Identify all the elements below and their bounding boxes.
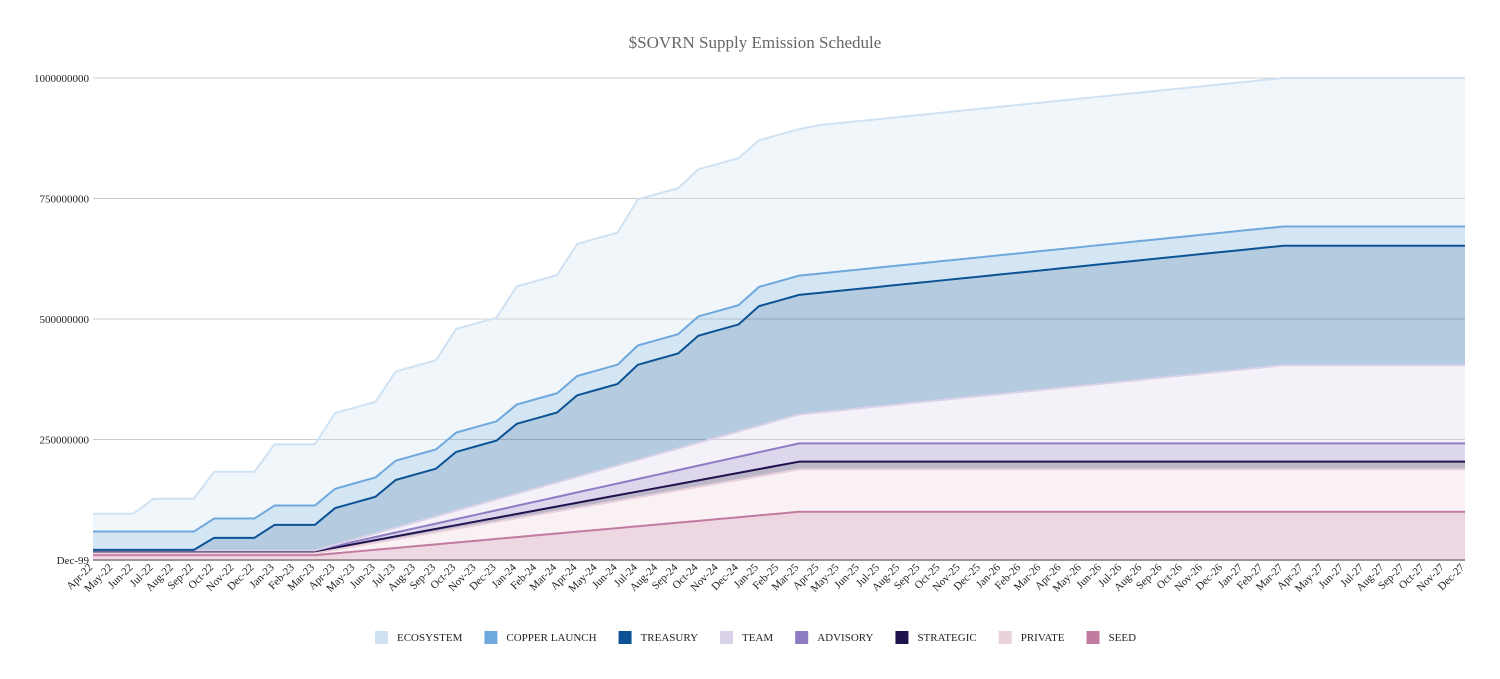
legend-swatch xyxy=(1086,631,1100,644)
y-tick-label: 750000000 xyxy=(40,194,90,206)
area-fill xyxy=(93,365,1465,551)
series-line xyxy=(93,460,1465,553)
area-fill xyxy=(93,461,1465,554)
area-fill xyxy=(93,469,1465,556)
series-line xyxy=(93,364,1465,552)
area-fill xyxy=(93,78,1465,532)
legend: ECOSYSTEM COPPER LAUNCH TREASURY TEAM ADVISO… xyxy=(375,631,1136,644)
legend-label: PRIVATE xyxy=(1021,632,1065,644)
legend-swatch xyxy=(998,631,1012,644)
legend-swatch xyxy=(618,631,632,644)
series-line xyxy=(93,244,1465,551)
legend-label: ADVISORY xyxy=(817,632,873,644)
series-line xyxy=(93,510,1465,557)
y-tick-label: Dec-99 xyxy=(57,555,90,567)
legend-label: TEAM xyxy=(742,632,773,644)
area-fill xyxy=(93,226,1465,550)
legend-label: COPPER LAUNCH xyxy=(506,632,596,644)
legend-swatch xyxy=(895,631,909,644)
chart-title: $SOVRN Supply Emission Schedule xyxy=(629,33,882,52)
area-fill xyxy=(93,245,1465,551)
legend-swatch xyxy=(795,631,809,644)
areas xyxy=(93,78,1465,560)
legend-label: STRATEGIC xyxy=(917,632,976,644)
legend-label: ECOSYSTEM xyxy=(397,632,463,644)
series-line xyxy=(93,77,1465,515)
y-tick-label: 1000000000 xyxy=(34,73,90,85)
series-line xyxy=(93,468,1465,555)
y-tick-label: 250000000 xyxy=(40,435,90,447)
grid xyxy=(93,77,1465,561)
legend-swatch xyxy=(375,631,388,644)
legend-swatch xyxy=(484,631,498,644)
area-fill xyxy=(93,511,1465,560)
series-line xyxy=(93,225,1465,533)
legend-label: TREASURY xyxy=(641,632,699,644)
legend-swatch xyxy=(720,631,734,644)
y-tick-label: 500000000 xyxy=(40,314,90,326)
legend-label: SEED xyxy=(1109,632,1137,644)
lines xyxy=(93,77,1465,557)
